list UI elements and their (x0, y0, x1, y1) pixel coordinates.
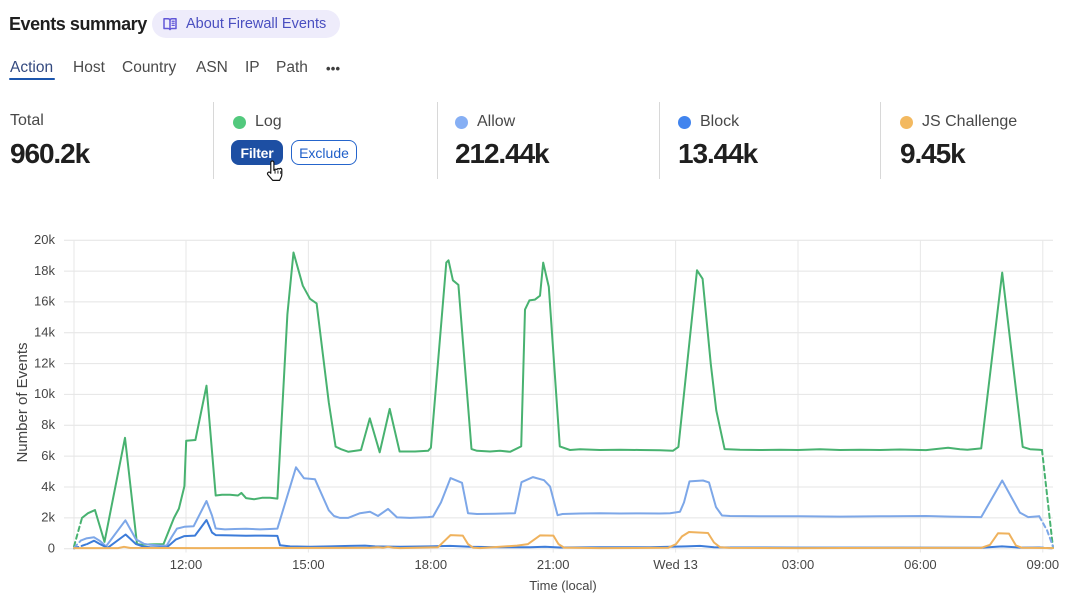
svg-text:15:00: 15:00 (292, 557, 325, 572)
svg-text:14k: 14k (34, 325, 55, 340)
svg-text:21:00: 21:00 (537, 557, 570, 572)
svg-text:Wed 13: Wed 13 (653, 557, 698, 572)
svg-text:4k: 4k (41, 479, 55, 494)
svg-text:18k: 18k (34, 263, 55, 278)
svg-text:09:00: 09:00 (1027, 557, 1060, 572)
svg-text:Time (local): Time (local) (529, 578, 596, 593)
svg-text:16k: 16k (34, 294, 55, 309)
svg-text:10k: 10k (34, 386, 55, 401)
svg-text:8k: 8k (41, 417, 55, 432)
svg-text:20k: 20k (34, 232, 55, 247)
svg-text:2k: 2k (41, 510, 55, 525)
svg-text:03:00: 03:00 (782, 557, 815, 572)
svg-text:12k: 12k (34, 355, 55, 370)
svg-text:12:00: 12:00 (170, 557, 203, 572)
svg-text:Number of Events: Number of Events (14, 342, 31, 462)
svg-text:18:00: 18:00 (415, 557, 448, 572)
svg-text:06:00: 06:00 (904, 557, 937, 572)
svg-text:0: 0 (48, 541, 55, 556)
svg-text:6k: 6k (41, 448, 55, 463)
